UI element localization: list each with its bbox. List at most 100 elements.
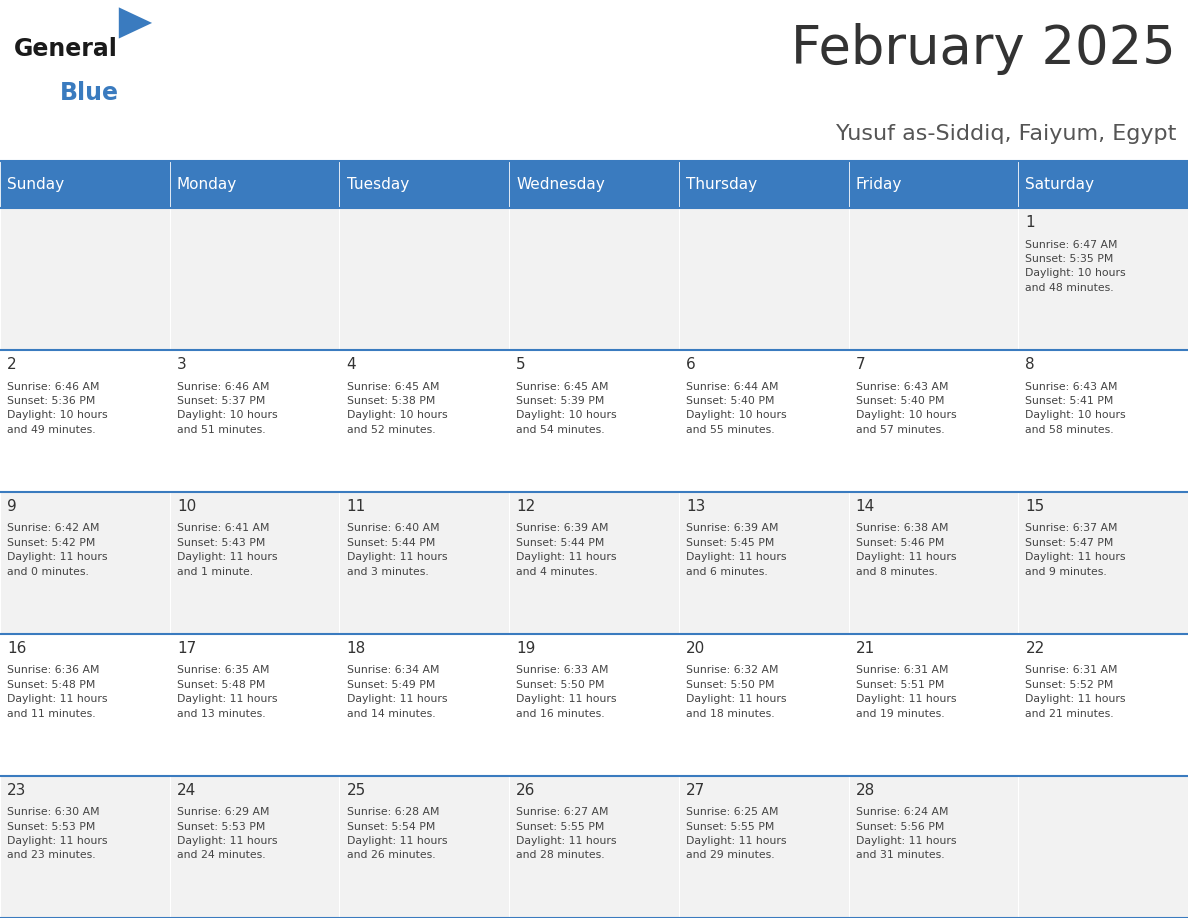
Text: 17: 17 [177,641,196,655]
FancyBboxPatch shape [1018,776,1188,918]
FancyBboxPatch shape [340,634,510,776]
Text: 26: 26 [517,782,536,798]
FancyBboxPatch shape [510,634,678,776]
Text: Thursday: Thursday [685,177,757,192]
FancyBboxPatch shape [170,208,340,351]
Text: 27: 27 [685,782,706,798]
Text: Sunday: Sunday [7,177,64,192]
FancyBboxPatch shape [170,492,340,634]
Text: Sunrise: 6:36 AM
Sunset: 5:48 PM
Daylight: 11 hours
and 11 minutes.: Sunrise: 6:36 AM Sunset: 5:48 PM Dayligh… [7,666,108,719]
Text: Sunrise: 6:28 AM
Sunset: 5:54 PM
Daylight: 11 hours
and 26 minutes.: Sunrise: 6:28 AM Sunset: 5:54 PM Dayligh… [347,807,447,860]
Text: 16: 16 [7,641,26,655]
Text: 7: 7 [855,357,865,372]
FancyBboxPatch shape [678,634,848,776]
Text: 25: 25 [347,782,366,798]
Text: 22: 22 [1025,641,1044,655]
FancyBboxPatch shape [510,208,678,351]
Text: 20: 20 [685,641,706,655]
FancyBboxPatch shape [170,634,340,776]
Text: Yusuf as-Siddiq, Faiyum, Egypt: Yusuf as-Siddiq, Faiyum, Egypt [835,124,1176,144]
Text: 12: 12 [517,498,536,514]
FancyBboxPatch shape [848,634,1018,776]
Text: Sunrise: 6:34 AM
Sunset: 5:49 PM
Daylight: 11 hours
and 14 minutes.: Sunrise: 6:34 AM Sunset: 5:49 PM Dayligh… [347,666,447,719]
FancyBboxPatch shape [0,351,170,492]
Text: Sunrise: 6:45 AM
Sunset: 5:39 PM
Daylight: 10 hours
and 54 minutes.: Sunrise: 6:45 AM Sunset: 5:39 PM Dayligh… [517,382,617,435]
Text: Sunrise: 6:31 AM
Sunset: 5:51 PM
Daylight: 11 hours
and 19 minutes.: Sunrise: 6:31 AM Sunset: 5:51 PM Dayligh… [855,666,956,719]
Text: 6: 6 [685,357,696,372]
FancyBboxPatch shape [0,492,170,634]
Text: Sunrise: 6:31 AM
Sunset: 5:52 PM
Daylight: 11 hours
and 21 minutes.: Sunrise: 6:31 AM Sunset: 5:52 PM Dayligh… [1025,666,1126,719]
FancyBboxPatch shape [340,492,510,634]
Text: Sunrise: 6:37 AM
Sunset: 5:47 PM
Daylight: 11 hours
and 9 minutes.: Sunrise: 6:37 AM Sunset: 5:47 PM Dayligh… [1025,523,1126,577]
Text: 4: 4 [347,357,356,372]
Text: Monday: Monday [177,177,238,192]
Text: 14: 14 [855,498,874,514]
Text: Sunrise: 6:35 AM
Sunset: 5:48 PM
Daylight: 11 hours
and 13 minutes.: Sunrise: 6:35 AM Sunset: 5:48 PM Dayligh… [177,666,277,719]
FancyBboxPatch shape [848,208,1018,351]
Text: Blue: Blue [59,81,119,105]
Text: Saturday: Saturday [1025,177,1094,192]
FancyBboxPatch shape [340,208,510,351]
Text: Sunrise: 6:43 AM
Sunset: 5:40 PM
Daylight: 10 hours
and 57 minutes.: Sunrise: 6:43 AM Sunset: 5:40 PM Dayligh… [855,382,956,435]
Text: Sunrise: 6:47 AM
Sunset: 5:35 PM
Daylight: 10 hours
and 48 minutes.: Sunrise: 6:47 AM Sunset: 5:35 PM Dayligh… [1025,240,1126,293]
Text: Sunrise: 6:41 AM
Sunset: 5:43 PM
Daylight: 11 hours
and 1 minute.: Sunrise: 6:41 AM Sunset: 5:43 PM Dayligh… [177,523,277,577]
FancyBboxPatch shape [678,161,848,208]
FancyBboxPatch shape [848,776,1018,918]
Text: 11: 11 [347,498,366,514]
FancyBboxPatch shape [510,492,678,634]
FancyBboxPatch shape [848,161,1018,208]
FancyBboxPatch shape [848,492,1018,634]
Text: Sunrise: 6:32 AM
Sunset: 5:50 PM
Daylight: 11 hours
and 18 minutes.: Sunrise: 6:32 AM Sunset: 5:50 PM Dayligh… [685,666,786,719]
FancyBboxPatch shape [1018,492,1188,634]
FancyBboxPatch shape [1018,634,1188,776]
Text: General: General [14,37,118,61]
Text: 5: 5 [517,357,526,372]
FancyBboxPatch shape [678,492,848,634]
Text: Wednesday: Wednesday [517,177,605,192]
Text: 23: 23 [7,782,26,798]
Text: Sunrise: 6:46 AM
Sunset: 5:36 PM
Daylight: 10 hours
and 49 minutes.: Sunrise: 6:46 AM Sunset: 5:36 PM Dayligh… [7,382,108,435]
FancyBboxPatch shape [678,208,848,351]
Text: Sunrise: 6:25 AM
Sunset: 5:55 PM
Daylight: 11 hours
and 29 minutes.: Sunrise: 6:25 AM Sunset: 5:55 PM Dayligh… [685,807,786,860]
Text: 24: 24 [177,782,196,798]
FancyBboxPatch shape [340,776,510,918]
Text: Sunrise: 6:42 AM
Sunset: 5:42 PM
Daylight: 11 hours
and 0 minutes.: Sunrise: 6:42 AM Sunset: 5:42 PM Dayligh… [7,523,108,577]
FancyBboxPatch shape [170,161,340,208]
Text: Sunrise: 6:39 AM
Sunset: 5:45 PM
Daylight: 11 hours
and 6 minutes.: Sunrise: 6:39 AM Sunset: 5:45 PM Dayligh… [685,523,786,577]
FancyBboxPatch shape [510,161,678,208]
FancyBboxPatch shape [510,351,678,492]
FancyBboxPatch shape [848,351,1018,492]
Text: Sunrise: 6:30 AM
Sunset: 5:53 PM
Daylight: 11 hours
and 23 minutes.: Sunrise: 6:30 AM Sunset: 5:53 PM Dayligh… [7,807,108,860]
Text: 8: 8 [1025,357,1035,372]
Polygon shape [119,7,152,39]
Text: February 2025: February 2025 [791,23,1176,75]
Text: 13: 13 [685,498,706,514]
Text: Tuesday: Tuesday [347,177,409,192]
FancyBboxPatch shape [0,634,170,776]
FancyBboxPatch shape [0,776,170,918]
FancyBboxPatch shape [678,351,848,492]
Text: 10: 10 [177,498,196,514]
Text: Friday: Friday [855,177,902,192]
Text: Sunrise: 6:39 AM
Sunset: 5:44 PM
Daylight: 11 hours
and 4 minutes.: Sunrise: 6:39 AM Sunset: 5:44 PM Dayligh… [517,523,617,577]
Text: 19: 19 [517,641,536,655]
FancyBboxPatch shape [170,776,340,918]
FancyBboxPatch shape [0,208,170,351]
Text: 18: 18 [347,641,366,655]
Text: Sunrise: 6:38 AM
Sunset: 5:46 PM
Daylight: 11 hours
and 8 minutes.: Sunrise: 6:38 AM Sunset: 5:46 PM Dayligh… [855,523,956,577]
FancyBboxPatch shape [0,161,170,208]
FancyBboxPatch shape [1018,161,1188,208]
Text: 9: 9 [7,498,17,514]
Text: Sunrise: 6:45 AM
Sunset: 5:38 PM
Daylight: 10 hours
and 52 minutes.: Sunrise: 6:45 AM Sunset: 5:38 PM Dayligh… [347,382,447,435]
Text: 2: 2 [7,357,17,372]
FancyBboxPatch shape [340,351,510,492]
Text: Sunrise: 6:24 AM
Sunset: 5:56 PM
Daylight: 11 hours
and 31 minutes.: Sunrise: 6:24 AM Sunset: 5:56 PM Dayligh… [855,807,956,860]
FancyBboxPatch shape [340,161,510,208]
FancyBboxPatch shape [170,351,340,492]
Text: Sunrise: 6:46 AM
Sunset: 5:37 PM
Daylight: 10 hours
and 51 minutes.: Sunrise: 6:46 AM Sunset: 5:37 PM Dayligh… [177,382,278,435]
FancyBboxPatch shape [1018,351,1188,492]
Text: Sunrise: 6:40 AM
Sunset: 5:44 PM
Daylight: 11 hours
and 3 minutes.: Sunrise: 6:40 AM Sunset: 5:44 PM Dayligh… [347,523,447,577]
Text: 15: 15 [1025,498,1044,514]
FancyBboxPatch shape [678,776,848,918]
Text: Sunrise: 6:44 AM
Sunset: 5:40 PM
Daylight: 10 hours
and 55 minutes.: Sunrise: 6:44 AM Sunset: 5:40 PM Dayligh… [685,382,786,435]
